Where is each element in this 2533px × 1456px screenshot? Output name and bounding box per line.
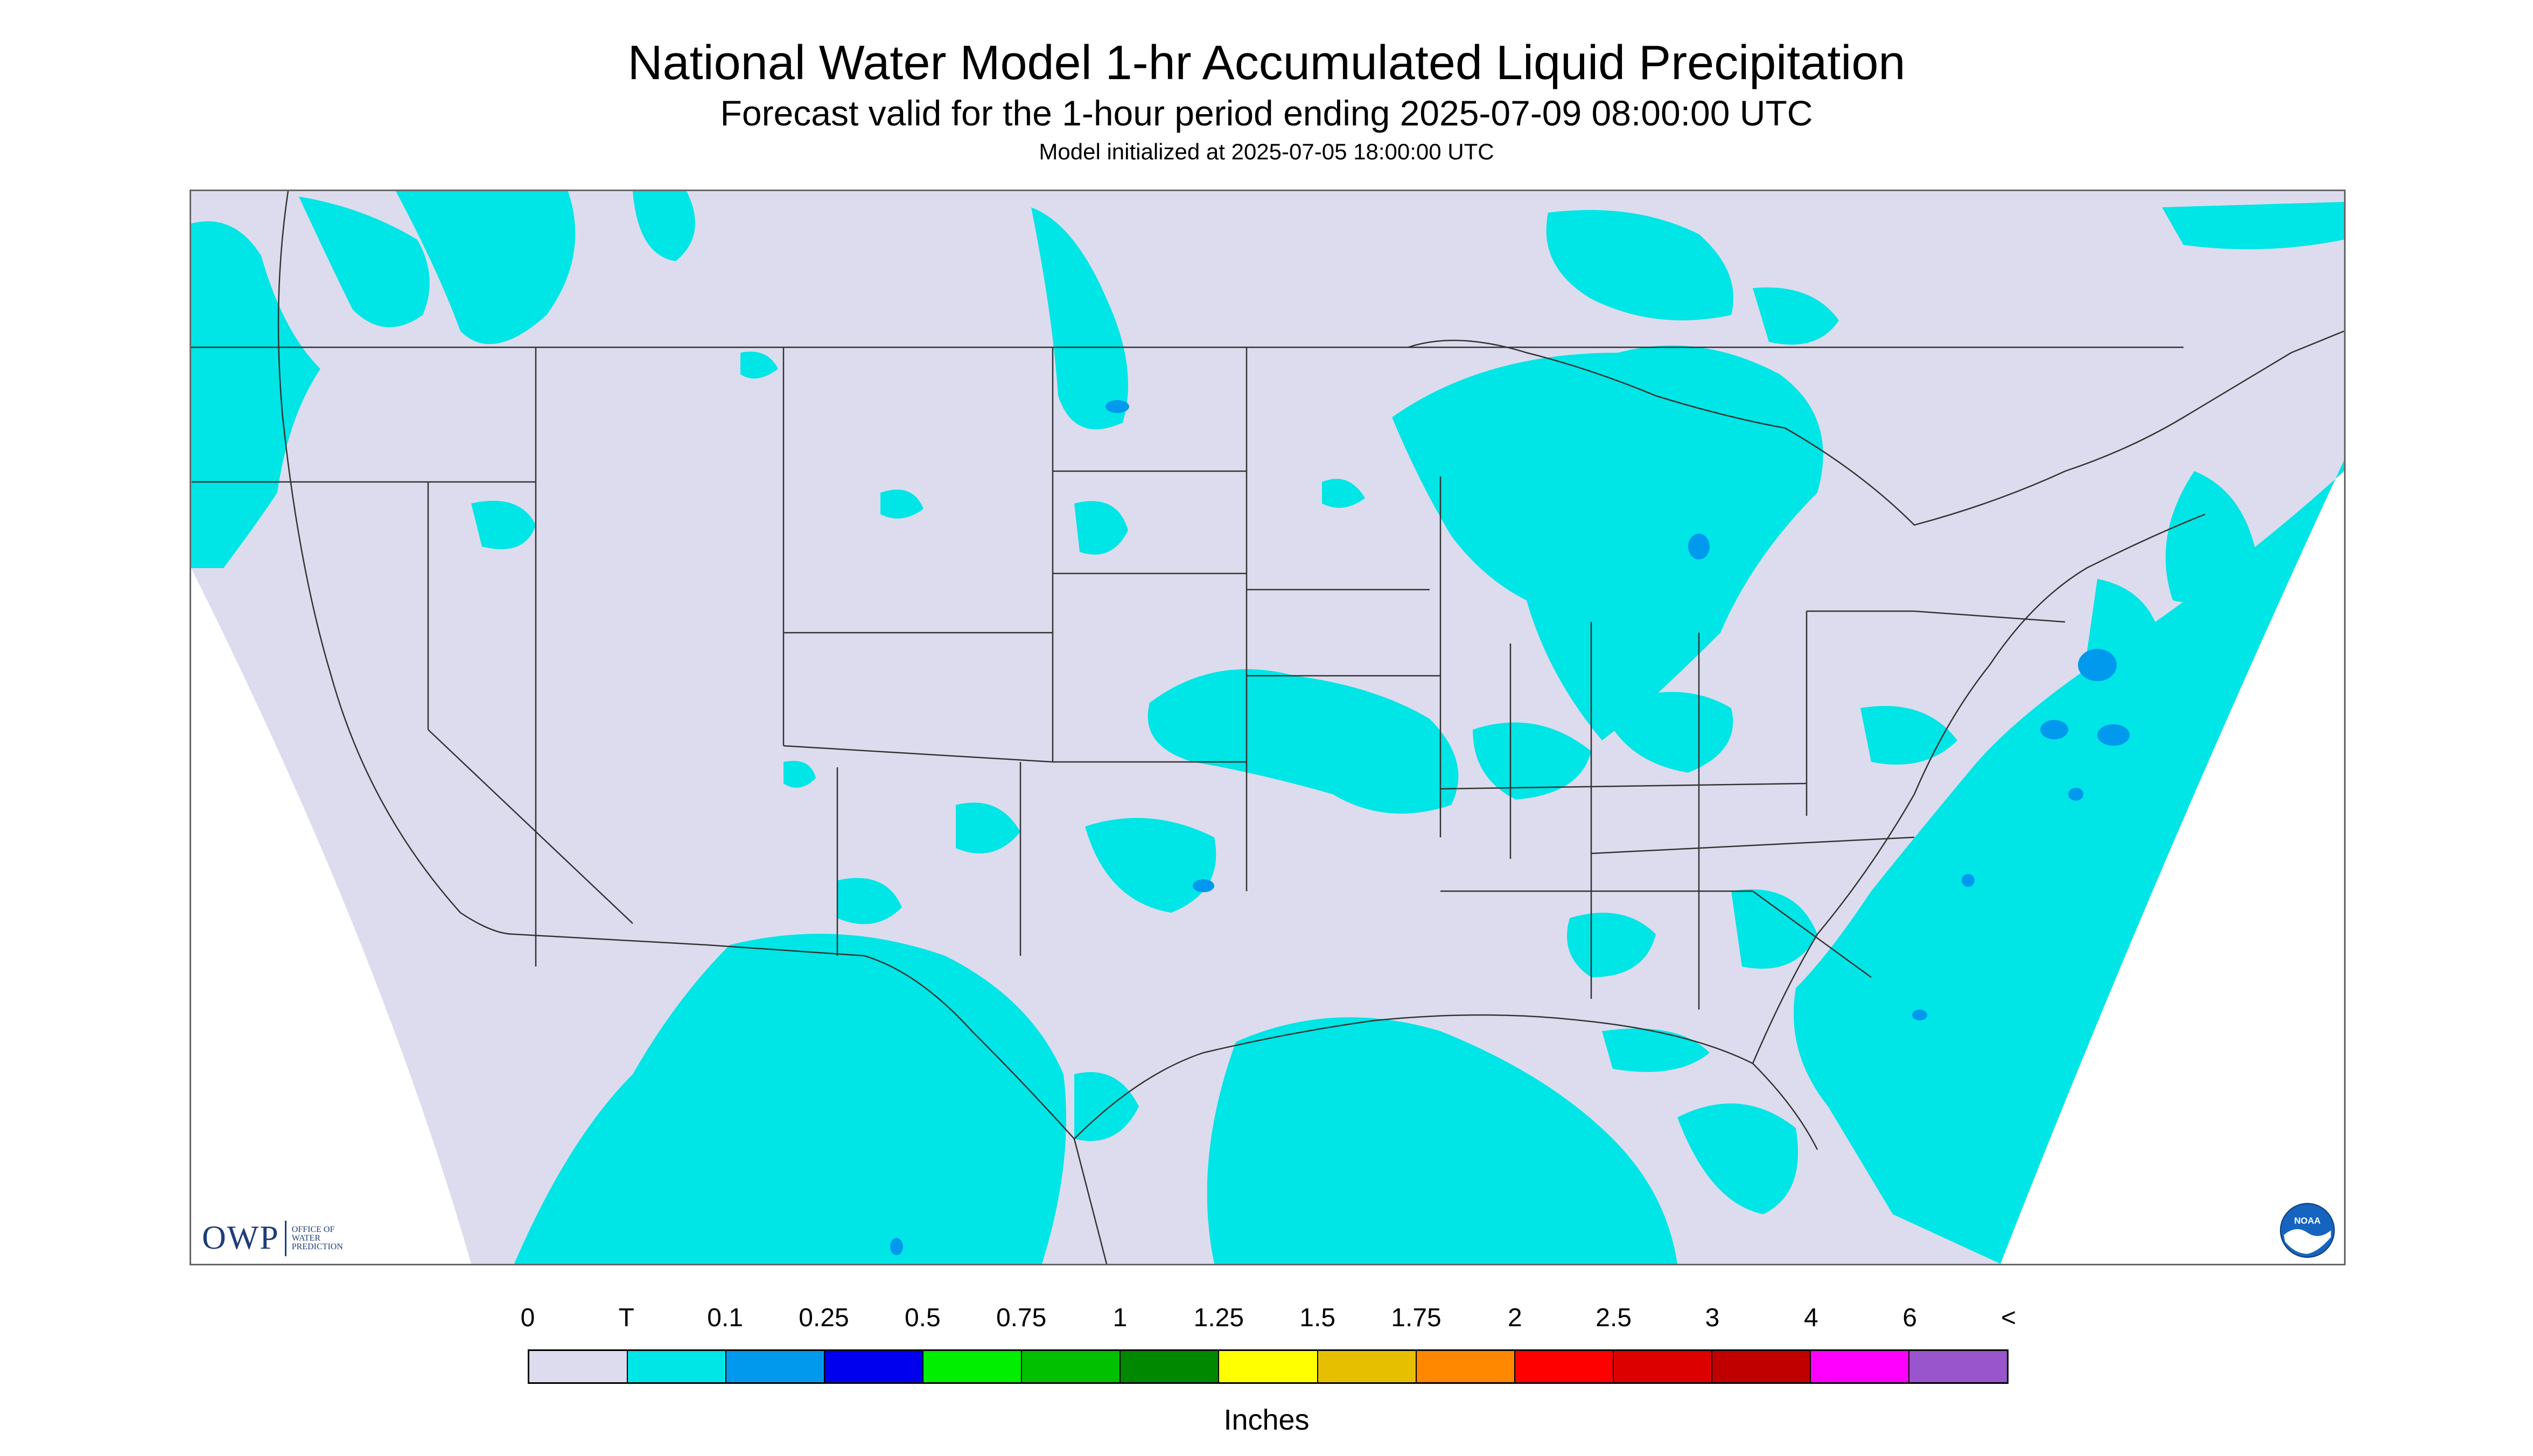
legend-swatch [1121, 1351, 1220, 1382]
legend-swatch [923, 1351, 1023, 1382]
owp-logo-divider [284, 1220, 286, 1256]
legend-labels: 0 T 0.1 0.25 0.5 0.75 1 1.25 1.5 1.75 2 2.5 3 4 6 < [0, 1303, 2533, 1341]
legend-color-bar [528, 1349, 2009, 1384]
map-subtitle: Forecast valid for the 1-hour period end… [720, 93, 1813, 133]
model-init-time: Model initialized at 2025-07-05 18:00:00… [1039, 139, 1494, 164]
map-canvas [191, 191, 2344, 1264]
legend-label: 3 [1705, 1304, 1720, 1332]
legend-swatch [1416, 1351, 1515, 1382]
legend-swatch [1810, 1351, 1909, 1382]
legend-label: 2.5 [1596, 1304, 1632, 1332]
legend-swatch [726, 1351, 825, 1382]
legend-swatch [1712, 1351, 1811, 1382]
noaa-logo: NOAA [2280, 1203, 2335, 1258]
legend-label: 0.75 [996, 1304, 1047, 1332]
map-title: National Water Model 1-hr Accumulated Li… [627, 36, 1906, 90]
legend-label: 4 [1803, 1304, 1818, 1332]
precip-trace-areas [191, 191, 2344, 1264]
legend-label: 0.5 [904, 1304, 941, 1332]
political-boundaries [191, 191, 2344, 1264]
legend-swatch [1515, 1351, 1614, 1382]
legend-label: 0 [520, 1304, 535, 1332]
legend-label: 0.25 [799, 1304, 849, 1332]
legend-label: 1.25 [1193, 1304, 1244, 1332]
legend-swatch [825, 1351, 924, 1382]
legend-swatch [1022, 1351, 1121, 1382]
legend-swatch [628, 1351, 727, 1382]
legend-units: Inches [1223, 1404, 1310, 1436]
legend-label: 1.5 [1299, 1304, 1336, 1332]
precip-light-cells [890, 400, 2130, 1255]
owp-logo-mark: OWP [202, 1220, 279, 1256]
legend-label: T [618, 1304, 634, 1332]
owp-logo: OWP OFFICE OF WATER PREDICTION [202, 1219, 362, 1257]
legend-swatch [1613, 1351, 1712, 1382]
legend-swatch [1219, 1351, 1318, 1382]
legend-label: 1 [1112, 1304, 1128, 1332]
legend-label: 1.75 [1391, 1304, 1442, 1332]
legend-label: 6 [1902, 1304, 1918, 1332]
owp-logo-text: OFFICE OF WATER PREDICTION [291, 1224, 343, 1251]
legend-swatch [1909, 1351, 2007, 1382]
legend-label: < [2000, 1304, 2017, 1332]
legend-swatch [1318, 1351, 1417, 1382]
legend-swatch [529, 1351, 628, 1382]
noaa-logo-text: NOAA [2294, 1216, 2321, 1226]
legend-label: 0.1 [707, 1304, 744, 1332]
legend-label: 2 [1507, 1304, 1522, 1332]
precipitation-map: OWP OFFICE OF WATER PREDICTION NOAA [190, 190, 2346, 1265]
